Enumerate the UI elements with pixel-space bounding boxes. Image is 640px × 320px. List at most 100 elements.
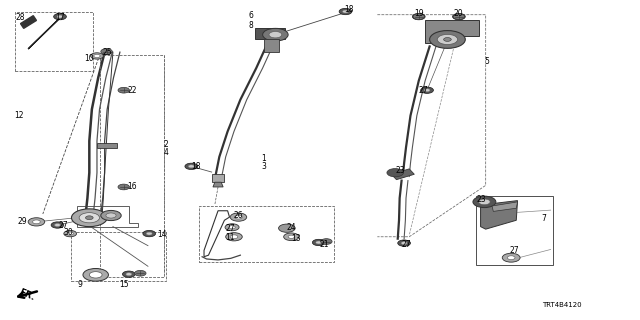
Circle shape — [262, 28, 288, 41]
Circle shape — [83, 268, 108, 281]
Circle shape — [185, 163, 198, 170]
Circle shape — [134, 270, 146, 276]
Circle shape — [126, 273, 132, 276]
Bar — [100, 55, 164, 277]
Circle shape — [230, 235, 238, 239]
Text: 23: 23 — [395, 166, 405, 175]
Circle shape — [67, 232, 74, 235]
Circle shape — [122, 271, 135, 277]
Text: 8: 8 — [248, 21, 253, 30]
Polygon shape — [213, 182, 223, 187]
Circle shape — [51, 222, 64, 228]
Text: 4: 4 — [164, 148, 169, 156]
Text: 28: 28 — [15, 13, 25, 22]
Circle shape — [387, 169, 403, 177]
Circle shape — [225, 224, 239, 231]
Polygon shape — [492, 202, 518, 212]
Circle shape — [91, 53, 103, 59]
Circle shape — [57, 15, 63, 18]
Circle shape — [100, 211, 121, 220]
Bar — [476, 196, 552, 265]
Circle shape — [284, 233, 299, 241]
Circle shape — [429, 31, 465, 48]
Text: 22: 22 — [127, 86, 137, 95]
Text: 27: 27 — [419, 86, 428, 95]
Circle shape — [420, 87, 433, 93]
Text: 5: 5 — [484, 57, 489, 66]
Text: 25: 25 — [102, 48, 112, 57]
Circle shape — [54, 13, 67, 20]
Text: 20: 20 — [454, 9, 463, 18]
Text: 17: 17 — [56, 13, 65, 22]
Polygon shape — [255, 28, 285, 39]
Circle shape — [452, 13, 465, 20]
Circle shape — [106, 213, 116, 218]
Text: 15: 15 — [119, 280, 129, 289]
Text: 11: 11 — [226, 233, 235, 242]
Polygon shape — [212, 174, 225, 182]
Circle shape — [479, 199, 490, 205]
Text: 3: 3 — [261, 162, 266, 171]
Circle shape — [147, 232, 152, 235]
Text: 27: 27 — [510, 246, 520, 255]
Circle shape — [100, 49, 112, 54]
Circle shape — [424, 89, 430, 92]
Text: 16: 16 — [127, 182, 137, 191]
Polygon shape — [97, 143, 117, 148]
Circle shape — [118, 184, 129, 190]
Text: 24: 24 — [287, 223, 296, 232]
Circle shape — [64, 230, 77, 237]
Circle shape — [339, 8, 352, 15]
Circle shape — [90, 272, 102, 278]
Text: 21: 21 — [320, 240, 330, 249]
Circle shape — [28, 218, 45, 226]
Text: 14: 14 — [157, 230, 167, 239]
Text: 1: 1 — [261, 154, 266, 163]
Circle shape — [397, 240, 410, 246]
Circle shape — [278, 224, 295, 232]
Polygon shape — [392, 169, 414, 180]
Circle shape — [321, 239, 332, 244]
Circle shape — [416, 15, 422, 18]
Text: 12: 12 — [14, 111, 24, 120]
Circle shape — [188, 165, 194, 168]
Text: 10: 10 — [84, 54, 94, 63]
Circle shape — [473, 196, 496, 208]
Circle shape — [79, 213, 100, 223]
Text: 13: 13 — [291, 234, 301, 243]
Circle shape — [54, 224, 60, 227]
Bar — [199, 206, 334, 262]
Text: 18: 18 — [191, 162, 201, 171]
Text: 27: 27 — [401, 240, 411, 249]
Circle shape — [72, 209, 107, 227]
Text: 6: 6 — [248, 11, 253, 20]
Bar — [72, 232, 166, 281]
Text: TRT4B4120: TRT4B4120 — [541, 302, 581, 308]
Text: 19: 19 — [414, 9, 424, 18]
Text: 7: 7 — [541, 214, 547, 223]
Circle shape — [437, 34, 458, 44]
Text: 2: 2 — [164, 140, 168, 148]
Text: 29: 29 — [17, 217, 27, 226]
Text: 18: 18 — [344, 5, 354, 14]
Circle shape — [508, 256, 515, 260]
Polygon shape — [481, 201, 518, 229]
Polygon shape — [264, 39, 278, 52]
Circle shape — [316, 241, 321, 244]
Circle shape — [230, 213, 246, 221]
Circle shape — [502, 253, 520, 262]
Text: 30: 30 — [64, 228, 74, 237]
Circle shape — [444, 37, 451, 41]
Circle shape — [118, 87, 129, 93]
Text: FR.: FR. — [17, 287, 36, 302]
Polygon shape — [425, 20, 479, 43]
Circle shape — [269, 32, 282, 38]
Text: 27: 27 — [59, 220, 68, 229]
Circle shape — [226, 233, 243, 241]
Text: 26: 26 — [234, 211, 244, 220]
Circle shape — [86, 216, 93, 220]
Circle shape — [401, 242, 407, 244]
Circle shape — [143, 230, 156, 237]
Circle shape — [94, 54, 100, 58]
Circle shape — [413, 14, 424, 20]
